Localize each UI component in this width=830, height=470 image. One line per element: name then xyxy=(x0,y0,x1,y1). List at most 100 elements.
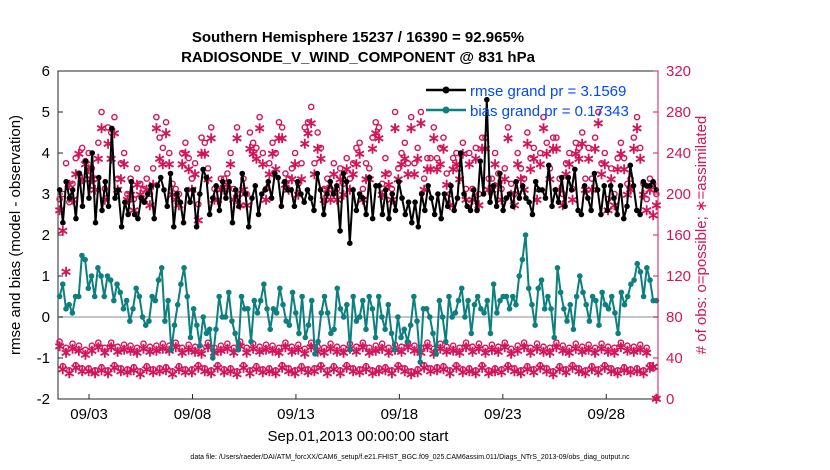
rmse-point xyxy=(591,170,598,177)
rmse-point xyxy=(128,178,135,185)
assimilated-obs-marker: ∗ xyxy=(444,365,457,382)
assimilated-obs-marker: ∗ xyxy=(395,343,408,360)
bias-point xyxy=(324,310,331,316)
rmse-point xyxy=(102,178,109,185)
bias-point xyxy=(340,314,347,320)
possible-obs-marker xyxy=(636,341,644,348)
rmse-point xyxy=(154,183,161,189)
assimilated-obs-marker: ∗ xyxy=(408,342,421,359)
possible-obs-marker xyxy=(349,364,357,372)
left-axis-tick-label: 1 xyxy=(42,268,50,285)
bias-point xyxy=(289,289,296,296)
assimilated-obs-marker: ∗ xyxy=(366,140,379,157)
rmse-point xyxy=(382,187,389,193)
rmse-point xyxy=(480,191,487,197)
assimilated-obs-marker: ∗ xyxy=(395,156,408,173)
assimilated-obs-marker: ∗ xyxy=(340,360,353,377)
possible-obs-marker xyxy=(133,344,141,352)
possible-obs-marker xyxy=(201,364,209,372)
bias-point xyxy=(586,318,593,324)
bias-point xyxy=(296,330,302,337)
rmse-point xyxy=(291,203,298,210)
bias-point xyxy=(545,293,551,300)
assimilated-obs-marker: ∗ xyxy=(150,120,163,137)
possible-obs-marker xyxy=(372,118,380,126)
possible-obs-marker xyxy=(298,362,305,370)
assimilated-obs-marker: ∗ xyxy=(508,363,521,380)
assimilated-obs-marker: ∗ xyxy=(644,360,657,377)
assimilated-obs-marker: ∗ xyxy=(524,161,537,178)
assimilated-obs-marker: ∗ xyxy=(253,120,266,137)
bias-point xyxy=(251,297,258,304)
bias-point xyxy=(213,326,219,333)
bias-point xyxy=(98,273,104,279)
bias-point xyxy=(634,260,641,267)
assimilated-obs-marker: ∗ xyxy=(111,343,124,360)
assimilated-obs-marker: ∗ xyxy=(579,365,592,382)
possible-obs-marker xyxy=(136,368,144,375)
assimilated-obs-marker: ∗ xyxy=(179,364,192,381)
rmse-point xyxy=(157,174,164,181)
possible-obs-marker xyxy=(507,345,515,353)
assimilated-obs-marker: ∗ xyxy=(502,360,515,377)
possible-obs-marker xyxy=(459,139,467,147)
assimilated-obs-marker: ∗ xyxy=(582,341,595,358)
bias-point xyxy=(395,314,401,320)
possible-obs-marker xyxy=(401,139,409,147)
rmse-point xyxy=(197,191,203,197)
bias-point xyxy=(356,314,363,320)
possible-obs-marker xyxy=(253,362,260,370)
possible-obs-marker xyxy=(227,364,234,372)
bias-point xyxy=(525,285,532,292)
assimilated-obs-marker: ∗ xyxy=(598,156,611,173)
possible-obs-marker xyxy=(172,185,180,193)
assimilated-obs-marker: ∗ xyxy=(586,361,599,378)
assimilated-obs-marker: ∗ xyxy=(402,166,415,183)
possible-obs-marker xyxy=(149,365,157,373)
possible-obs-marker xyxy=(278,361,286,369)
rmse-point xyxy=(109,125,115,132)
bias-point xyxy=(66,301,72,308)
rmse-point xyxy=(320,211,327,218)
possible-obs-marker xyxy=(59,362,67,370)
possible-obs-marker xyxy=(182,139,189,147)
bias-point xyxy=(229,318,235,324)
possible-obs-marker xyxy=(369,366,376,374)
assimilated-obs-marker: ∗ xyxy=(276,360,289,377)
rmse-series-line xyxy=(58,98,658,245)
assimilated-obs-marker: ∗ xyxy=(79,346,92,363)
rmse-point xyxy=(89,150,96,156)
assimilated-obs-marker: ∗ xyxy=(195,146,208,163)
possible-obs-marker xyxy=(491,149,499,157)
assimilated-obs-marker: ∗ xyxy=(266,342,279,359)
assimilated-obs-marker: ∗ xyxy=(534,360,547,377)
assimilated-obs-marker: ∗ xyxy=(224,156,237,173)
possible-obs-marker xyxy=(472,144,480,152)
legend-bias-label: bias grand pr = 0.17343 xyxy=(470,103,629,120)
assimilated-obs-marker: ∗ xyxy=(186,364,199,381)
possible-obs-marker xyxy=(459,365,467,373)
possible-obs-marker xyxy=(485,366,492,374)
x-axis-tick-label: 09/23 xyxy=(484,406,522,423)
assimilated-obs-marker: ∗ xyxy=(379,166,392,183)
bias-point xyxy=(398,334,404,341)
possible-obs-marker xyxy=(630,343,638,351)
assimilated-obs-marker: ∗ xyxy=(589,140,602,157)
possible-obs-marker xyxy=(414,365,421,373)
possible-obs-marker xyxy=(265,159,273,167)
rmse-point xyxy=(184,187,190,193)
possible-obs-marker xyxy=(407,113,415,121)
left-axis-tick-label: -1 xyxy=(37,350,50,367)
assimilated-obs-marker: ∗ xyxy=(595,340,608,357)
possible-obs-marker xyxy=(230,344,238,352)
bias-point xyxy=(554,265,561,271)
possible-obs-marker xyxy=(185,154,192,162)
bias-point xyxy=(101,293,108,300)
bias-point xyxy=(503,293,510,300)
possible-obs-marker xyxy=(356,139,363,147)
bias-point xyxy=(261,281,267,288)
bias-point xyxy=(427,314,433,320)
rmse-point xyxy=(565,174,572,181)
assimilated-obs-marker: ∗ xyxy=(618,362,631,379)
rmse-point xyxy=(337,228,343,234)
